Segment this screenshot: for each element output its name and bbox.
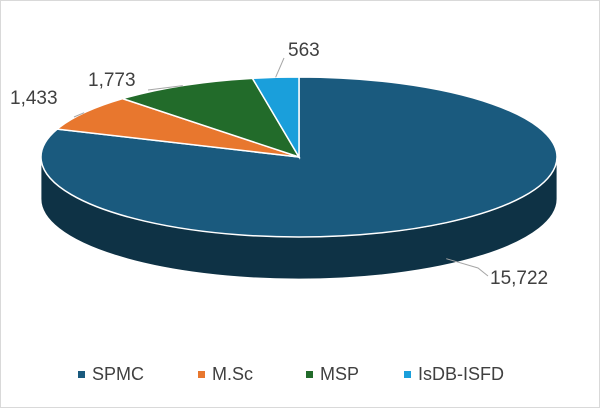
- legend-label-isdb-isfd: IsDB-ISFD: [418, 364, 504, 384]
- leader-line-isdb-isfd: [275, 57, 285, 78]
- legend-label-spmc: SPMC: [92, 364, 144, 384]
- leader-line-m-sc: [73, 112, 85, 118]
- legend: SPMC M.Sc MSP IsDB-ISFD: [78, 364, 504, 384]
- data-label-msp: 1,773: [88, 70, 136, 91]
- legend-marker-msp: [306, 371, 313, 378]
- slice-m-sc: [55, 97, 300, 158]
- leader-line-msp: [147, 85, 183, 91]
- data-label-isdb-isfd: 563: [288, 40, 320, 61]
- legend-marker-isdb-isfd: [404, 371, 411, 378]
- leader-line-spmc: [446, 258, 489, 277]
- legend-label-msp: MSP: [320, 364, 359, 384]
- data-label-m-sc: 1,433: [10, 88, 58, 109]
- legend-label-m-sc: M.Sc: [212, 364, 253, 384]
- data-label-spmc: 15,722: [490, 268, 548, 289]
- legend-marker-m-sc: [198, 371, 205, 378]
- legend-marker-spmc: [78, 371, 85, 378]
- leader-lines: [73, 57, 489, 277]
- slice-spmc: [40, 76, 558, 238]
- pie-slices: [40, 76, 558, 238]
- data-labels: 15,722 1,433 1,773 563: [10, 40, 548, 289]
